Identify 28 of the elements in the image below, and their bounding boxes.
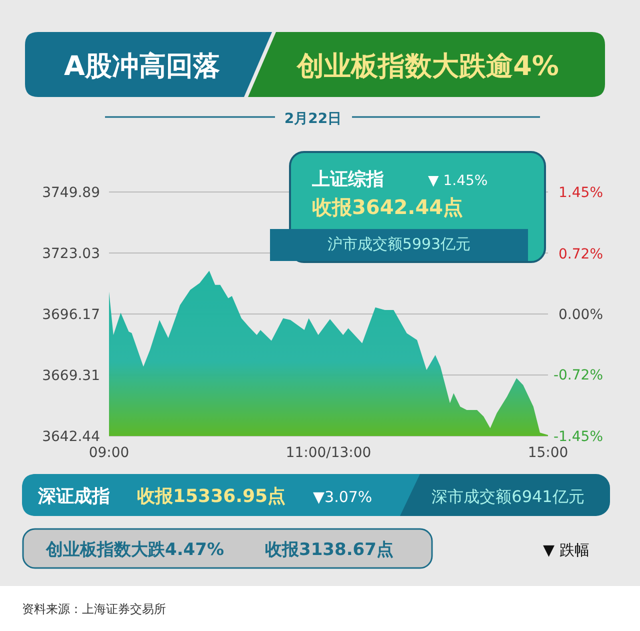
x-tick-label: 11:00/13:00 <box>286 445 372 461</box>
text: ▼ 1.45% <box>428 173 488 189</box>
text: 创业板指数大跌4.47% <box>45 540 224 560</box>
text: 上证综指 <box>311 169 384 190</box>
text: ▼3.07% <box>313 488 372 506</box>
y-tick-label: 3749.89 <box>42 185 100 201</box>
text: 深证成指 <box>37 486 110 507</box>
x-tick-label: 15:00 <box>528 445 568 461</box>
text: 深市成交额6941亿元 <box>432 487 584 506</box>
text: ▼ 跌幅 <box>543 541 590 559</box>
chart-subtitle: 创业板指数大跌逾4% <box>296 51 559 82</box>
y2-tick-label: 0.00% <box>558 307 603 323</box>
y2-tick-label: 0.72% <box>558 246 603 262</box>
y-tick-label: 3669.31 <box>42 368 100 384</box>
x-tick-label: 09:00 <box>88 445 130 461</box>
y2-tick-label: 1.45% <box>558 185 603 201</box>
annotation: 收报3642.44点 <box>312 195 464 219</box>
y-tick-label: 3723.03 <box>42 246 100 262</box>
text: 收报15336.95点 <box>137 486 286 507</box>
y-tick-label: 3696.17 <box>42 306 100 323</box>
y2-tick-label: -1.45% <box>553 429 603 445</box>
y2-tick-label: -0.72% <box>553 368 603 384</box>
text: 2月22日 <box>284 111 342 127</box>
text: 资料来源：上海证券交易所 <box>22 602 166 616</box>
annotation: 沪市成交额5993亿元 <box>327 235 471 253</box>
text: 收报3138.67点 <box>265 540 394 560</box>
chart-title: A股冲高回落 <box>64 51 220 82</box>
y-tick-label: 3642.44 <box>42 429 100 445</box>
